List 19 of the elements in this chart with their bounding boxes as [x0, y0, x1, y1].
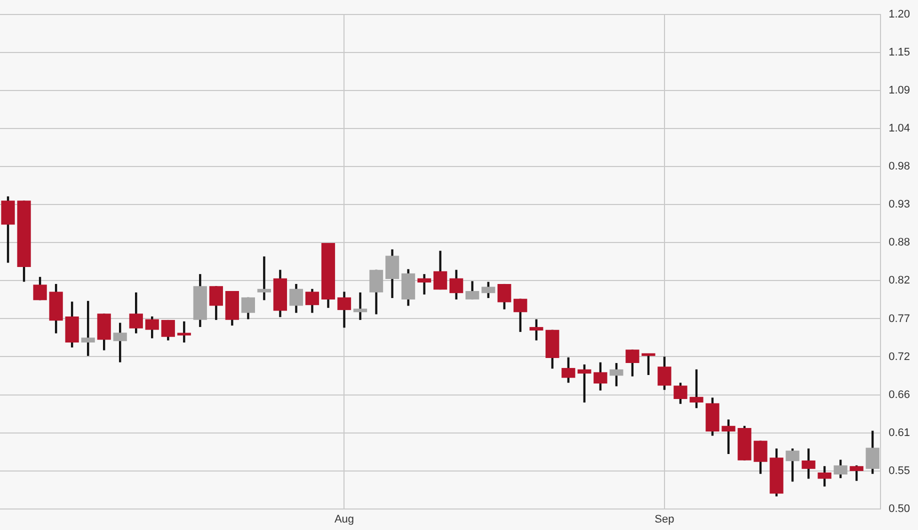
x-tick-label: Aug	[334, 513, 354, 526]
y-tick-label: 0.88	[888, 236, 910, 249]
y-tick-label: 1.15	[888, 46, 910, 59]
y-tick-label: 0.82	[888, 274, 910, 287]
y-tick-label: 1.04	[888, 122, 910, 135]
y-tick-label: 0.98	[888, 160, 910, 173]
x-tick-label: Sep	[654, 513, 674, 526]
y-tick-label: 0.72	[888, 350, 910, 363]
candlestick	[353, 292, 368, 320]
y-tick-label: 0.61	[888, 426, 910, 439]
y-tick-label: 0.93	[888, 198, 910, 211]
candlestick	[257, 256, 272, 300]
y-tick-label: 0.77	[888, 312, 910, 325]
candlestick	[417, 274, 432, 295]
y-tick-label: 0.55	[888, 464, 910, 477]
y-tick-label: 0.66	[888, 388, 910, 401]
y-tick-label: 1.09	[888, 84, 910, 97]
y-tick-label: 1.20	[888, 8, 910, 21]
y-tick-label: 0.50	[888, 502, 910, 515]
